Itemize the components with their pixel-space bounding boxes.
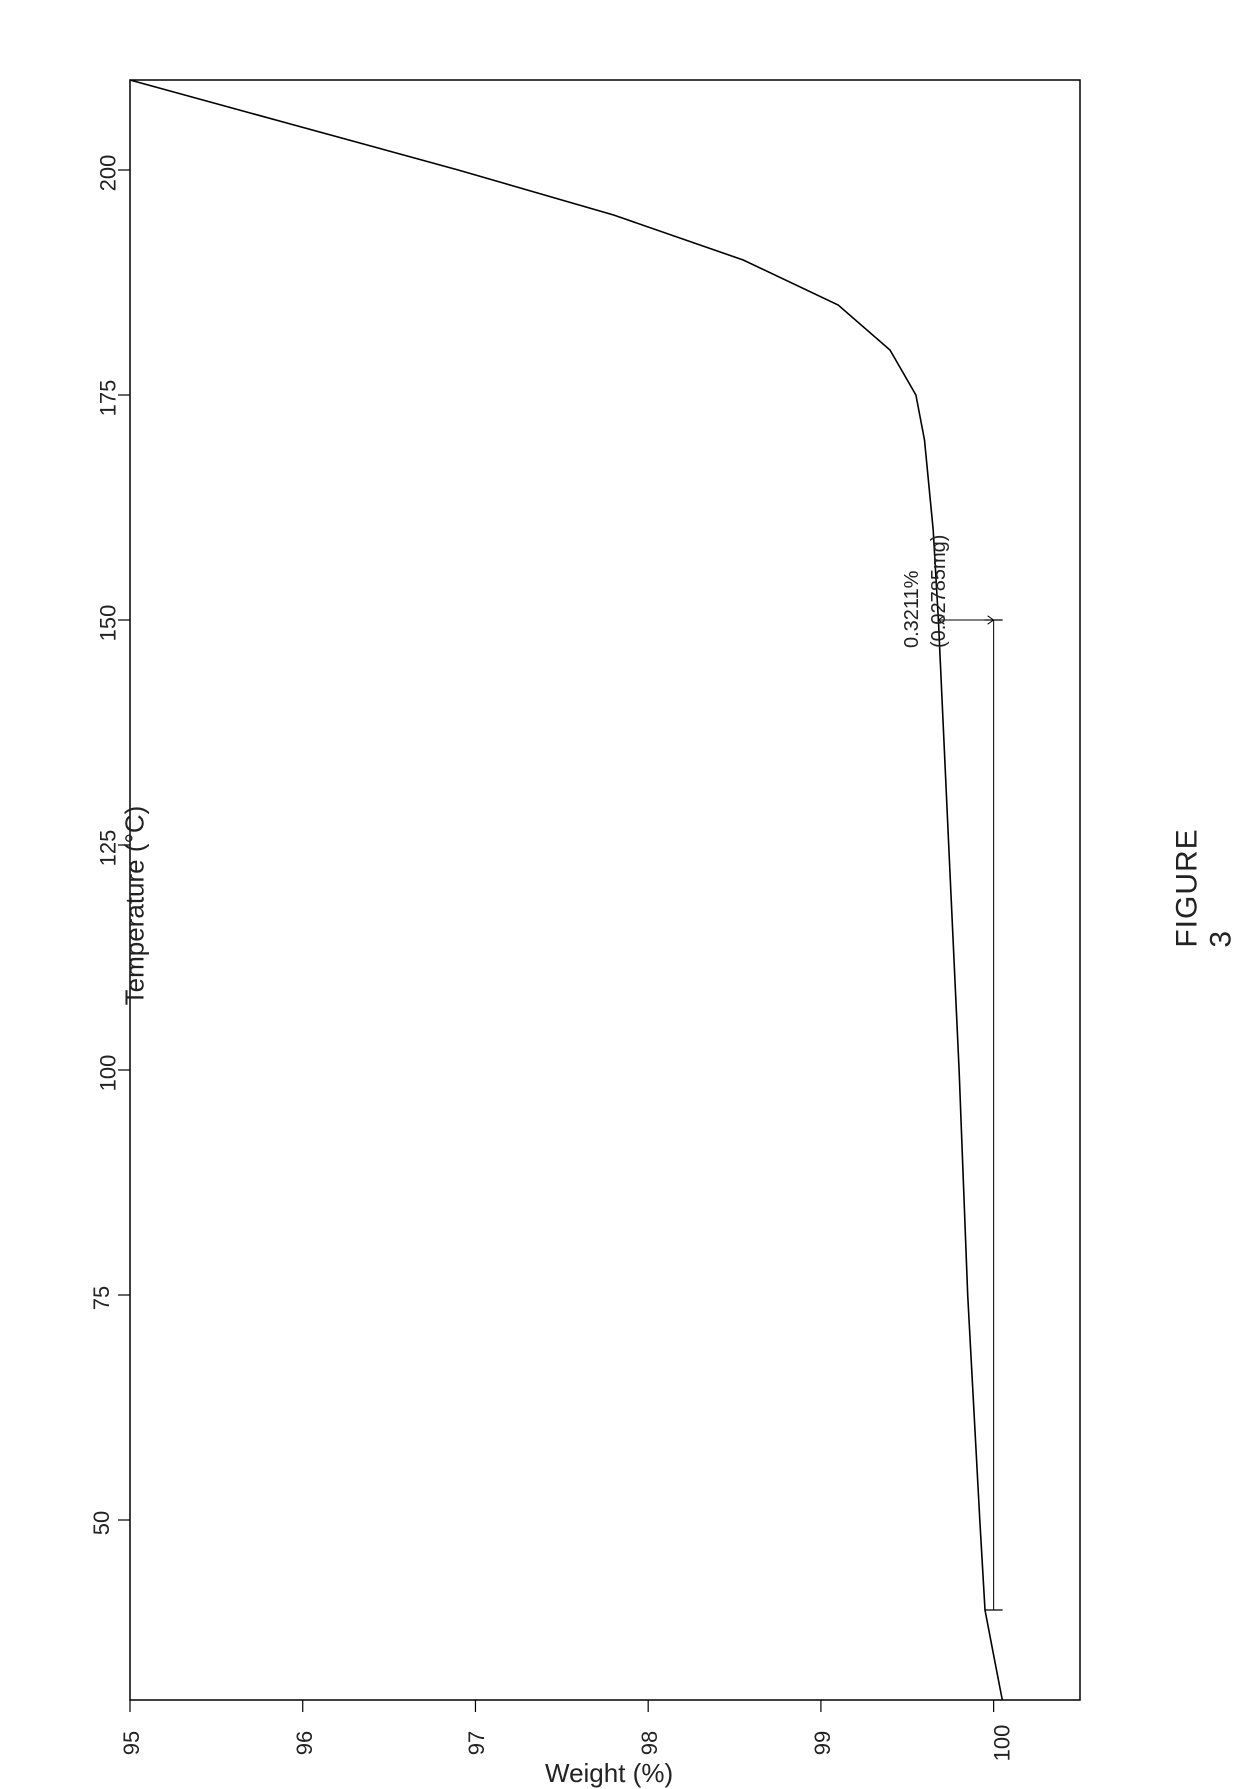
x-tick-label: 200 <box>95 155 121 192</box>
annotation-percent: 0.3211% <box>901 571 923 648</box>
y-tick-label: 95 <box>119 1731 145 1755</box>
x-tick-label: 150 <box>95 605 121 642</box>
x-tick-label: 50 <box>89 1511 115 1535</box>
weight-loss-annotation: 0.3211% (0.02785mg) <box>899 535 953 648</box>
x-tick-label: 125 <box>95 830 121 867</box>
x-tick-label: 175 <box>95 380 121 417</box>
annotation-mass: (0.02785mg) <box>928 535 950 648</box>
y-tick-label: 99 <box>810 1731 836 1755</box>
y-axis-title: Weight (%) <box>545 1758 673 1789</box>
x-tick-label: 75 <box>89 1286 115 1310</box>
chart-svg <box>0 0 1240 1775</box>
x-axis-title: Temperature (°C) <box>119 806 150 1006</box>
y-tick-label: 100 <box>989 1725 1015 1762</box>
y-tick-label: 98 <box>637 1731 663 1755</box>
y-tick-label: 96 <box>292 1731 318 1755</box>
y-tick-label: 97 <box>465 1731 491 1755</box>
x-tick-label: 100 <box>95 1055 121 1092</box>
